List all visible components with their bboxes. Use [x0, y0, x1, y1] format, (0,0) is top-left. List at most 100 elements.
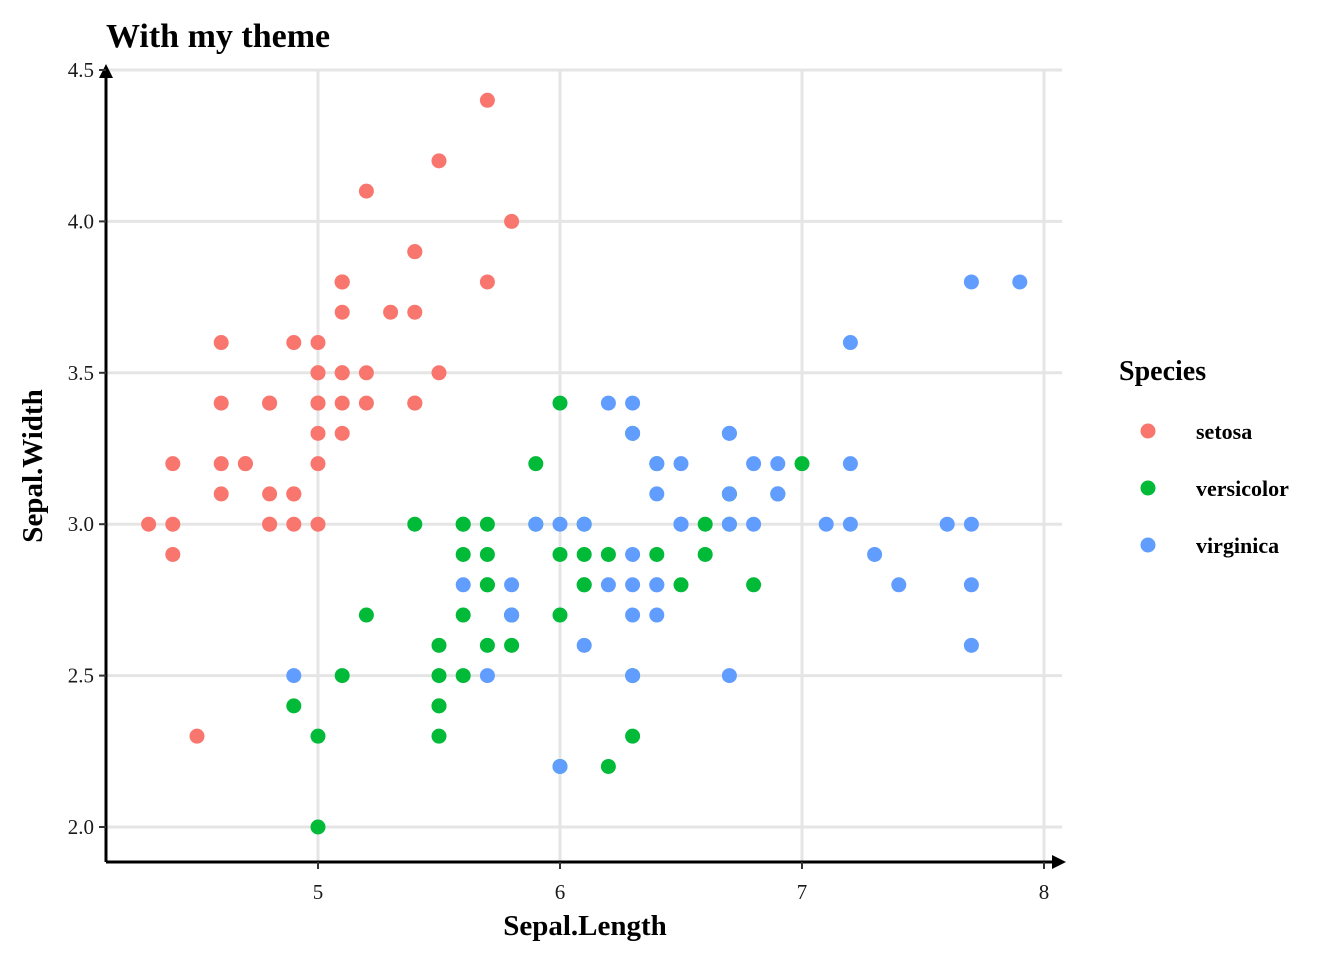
point-setosa [286, 486, 302, 502]
point-setosa [310, 335, 326, 351]
point-versicolor [310, 728, 326, 744]
point-setosa [407, 244, 423, 260]
point-virginica [455, 577, 471, 593]
point-setosa [431, 153, 447, 169]
point-versicolor [625, 728, 641, 744]
point-versicolor [479, 637, 495, 653]
point-setosa [407, 395, 423, 411]
legend-key-virginica [1140, 537, 1156, 553]
point-virginica [673, 516, 689, 532]
point-virginica [286, 668, 302, 684]
point-virginica [600, 577, 616, 593]
point-setosa [310, 365, 326, 381]
point-versicolor [431, 698, 447, 714]
point-versicolor [552, 546, 568, 562]
point-setosa [334, 425, 350, 441]
legend: Species setosa versicolor virginica [1119, 356, 1289, 558]
point-virginica [842, 335, 858, 351]
data-points [141, 92, 1028, 835]
point-setosa [383, 304, 399, 320]
point-versicolor [407, 516, 423, 532]
point-virginica [625, 546, 641, 562]
point-setosa [213, 486, 229, 502]
point-versicolor [697, 516, 713, 532]
x-axis-arrow [1052, 855, 1066, 869]
point-virginica [721, 486, 737, 502]
point-versicolor [746, 577, 762, 593]
point-versicolor [334, 668, 350, 684]
point-setosa [189, 728, 205, 744]
point-setosa [334, 365, 350, 381]
point-virginica [721, 425, 737, 441]
tick-labels: 5 6 7 8 2.0 2.5 3.0 3.5 4.0 4.5 [68, 58, 1050, 904]
point-virginica [552, 516, 568, 532]
point-virginica [963, 516, 979, 532]
point-virginica [818, 516, 834, 532]
y-tick-label: 4.5 [68, 58, 94, 82]
point-versicolor [697, 546, 713, 562]
point-setosa [358, 183, 374, 199]
point-versicolor [576, 577, 592, 593]
point-versicolor [794, 456, 810, 472]
point-virginica [891, 577, 907, 593]
point-virginica [552, 758, 568, 774]
point-setosa [334, 395, 350, 411]
point-setosa [310, 516, 326, 532]
point-virginica [963, 637, 979, 653]
point-virginica [576, 637, 592, 653]
x-tick-label: 7 [797, 880, 808, 904]
point-versicolor [600, 546, 616, 562]
point-versicolor [286, 698, 302, 714]
point-versicolor [504, 637, 520, 653]
point-virginica [842, 456, 858, 472]
point-versicolor [455, 607, 471, 623]
point-versicolor [358, 607, 374, 623]
point-virginica [721, 668, 737, 684]
chart-title: With my theme [106, 18, 330, 55]
point-setosa [334, 304, 350, 320]
point-setosa [213, 395, 229, 411]
point-setosa [358, 365, 374, 381]
legend-items: setosa versicolor virginica [1140, 419, 1289, 558]
point-virginica [673, 456, 689, 472]
point-versicolor [649, 546, 665, 562]
x-tick-label: 6 [555, 880, 566, 904]
point-setosa [479, 274, 495, 290]
x-tick-label: 5 [313, 880, 324, 904]
point-setosa [141, 516, 157, 532]
point-setosa [286, 516, 302, 532]
point-virginica [504, 577, 520, 593]
legend-key-setosa [1140, 423, 1156, 439]
point-setosa [334, 274, 350, 290]
y-tick-label: 2.0 [68, 815, 94, 839]
point-virginica [770, 486, 786, 502]
point-virginica [625, 668, 641, 684]
point-setosa [431, 365, 447, 381]
point-setosa [310, 395, 326, 411]
point-virginica [600, 395, 616, 411]
point-setosa [358, 395, 374, 411]
point-versicolor [528, 456, 544, 472]
point-virginica [770, 456, 786, 472]
point-setosa [165, 546, 181, 562]
point-setosa [262, 395, 278, 411]
point-versicolor [479, 577, 495, 593]
point-virginica [625, 607, 641, 623]
point-versicolor [310, 819, 326, 835]
point-virginica [479, 668, 495, 684]
point-virginica [842, 516, 858, 532]
point-virginica [746, 516, 762, 532]
y-axis-title: Sepal.Width [17, 389, 49, 542]
legend-label-virginica: virginica [1196, 533, 1279, 558]
legend-title: Species [1119, 356, 1206, 387]
point-virginica [939, 516, 955, 532]
point-setosa [407, 304, 423, 320]
x-axis-title: Sepal.Length [503, 910, 667, 942]
point-versicolor [479, 516, 495, 532]
y-tick-label: 3.0 [68, 512, 94, 536]
point-setosa [237, 456, 253, 472]
point-versicolor [431, 728, 447, 744]
point-versicolor [455, 516, 471, 532]
point-virginica [649, 486, 665, 502]
